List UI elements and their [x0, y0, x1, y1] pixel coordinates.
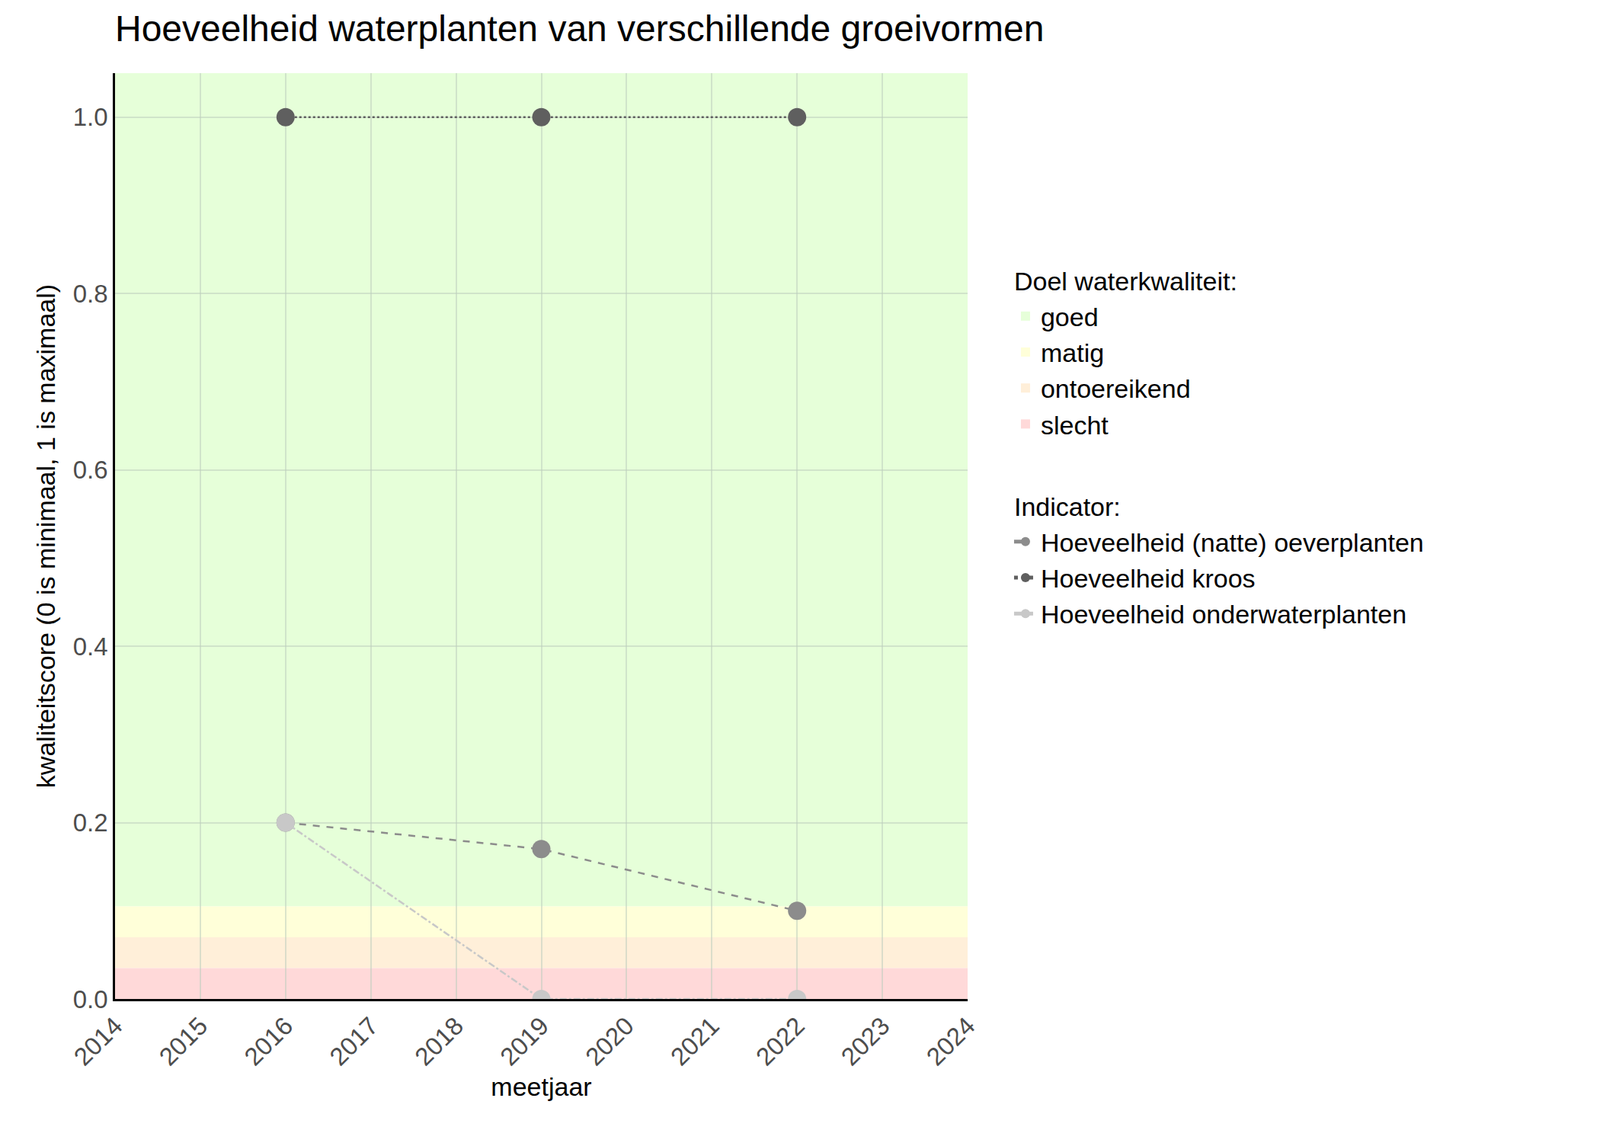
svg-text:0.6: 0.6: [73, 455, 109, 484]
svg-text:goed: goed: [1040, 302, 1099, 332]
svg-text:kwaliteitscore (0 is minimaal,: kwaliteitscore (0 is minimaal, 1 is maxi…: [31, 284, 61, 788]
svg-text:meetjaar: meetjaar: [490, 1072, 592, 1101]
svg-text:0.4: 0.4: [73, 632, 109, 661]
svg-text:Hoeveelheid kroos: Hoeveelheid kroos: [1040, 563, 1256, 593]
svg-text:Indicator:: Indicator:: [1014, 492, 1121, 522]
svg-text:1.0: 1.0: [73, 102, 109, 132]
svg-text:slecht: slecht: [1040, 410, 1109, 440]
svg-text:2014: 2014: [68, 1011, 128, 1071]
svg-text:Hoeveelheid onderwaterplanten: Hoeveelheid onderwaterplanten: [1040, 599, 1407, 629]
svg-text:2024: 2024: [921, 1011, 981, 1071]
svg-text:ontoereikend: ontoereikend: [1040, 374, 1191, 404]
svg-text:matig: matig: [1040, 338, 1104, 368]
svg-text:2022: 2022: [750, 1011, 810, 1071]
svg-text:0.2: 0.2: [73, 808, 109, 837]
svg-text:2020: 2020: [579, 1011, 640, 1071]
svg-text:0.0: 0.0: [73, 985, 109, 1014]
svg-text:2021: 2021: [665, 1011, 725, 1071]
svg-text:0.8: 0.8: [73, 279, 109, 308]
svg-text:2016: 2016: [238, 1011, 298, 1071]
svg-text:2015: 2015: [153, 1011, 213, 1071]
svg-text:Hoeveelheid (natte) oeverplant: Hoeveelheid (natte) oeverplanten: [1040, 528, 1424, 557]
svg-text:2019: 2019: [494, 1011, 554, 1071]
svg-text:2017: 2017: [323, 1011, 384, 1071]
svg-text:2023: 2023: [835, 1011, 896, 1071]
svg-text:Hoeveelheid waterplanten van v: Hoeveelheid waterplanten van verschillen…: [115, 8, 1044, 49]
svg-text:Doel waterkwaliteit:: Doel waterkwaliteit:: [1014, 266, 1238, 296]
svg-text:2018: 2018: [409, 1011, 469, 1071]
